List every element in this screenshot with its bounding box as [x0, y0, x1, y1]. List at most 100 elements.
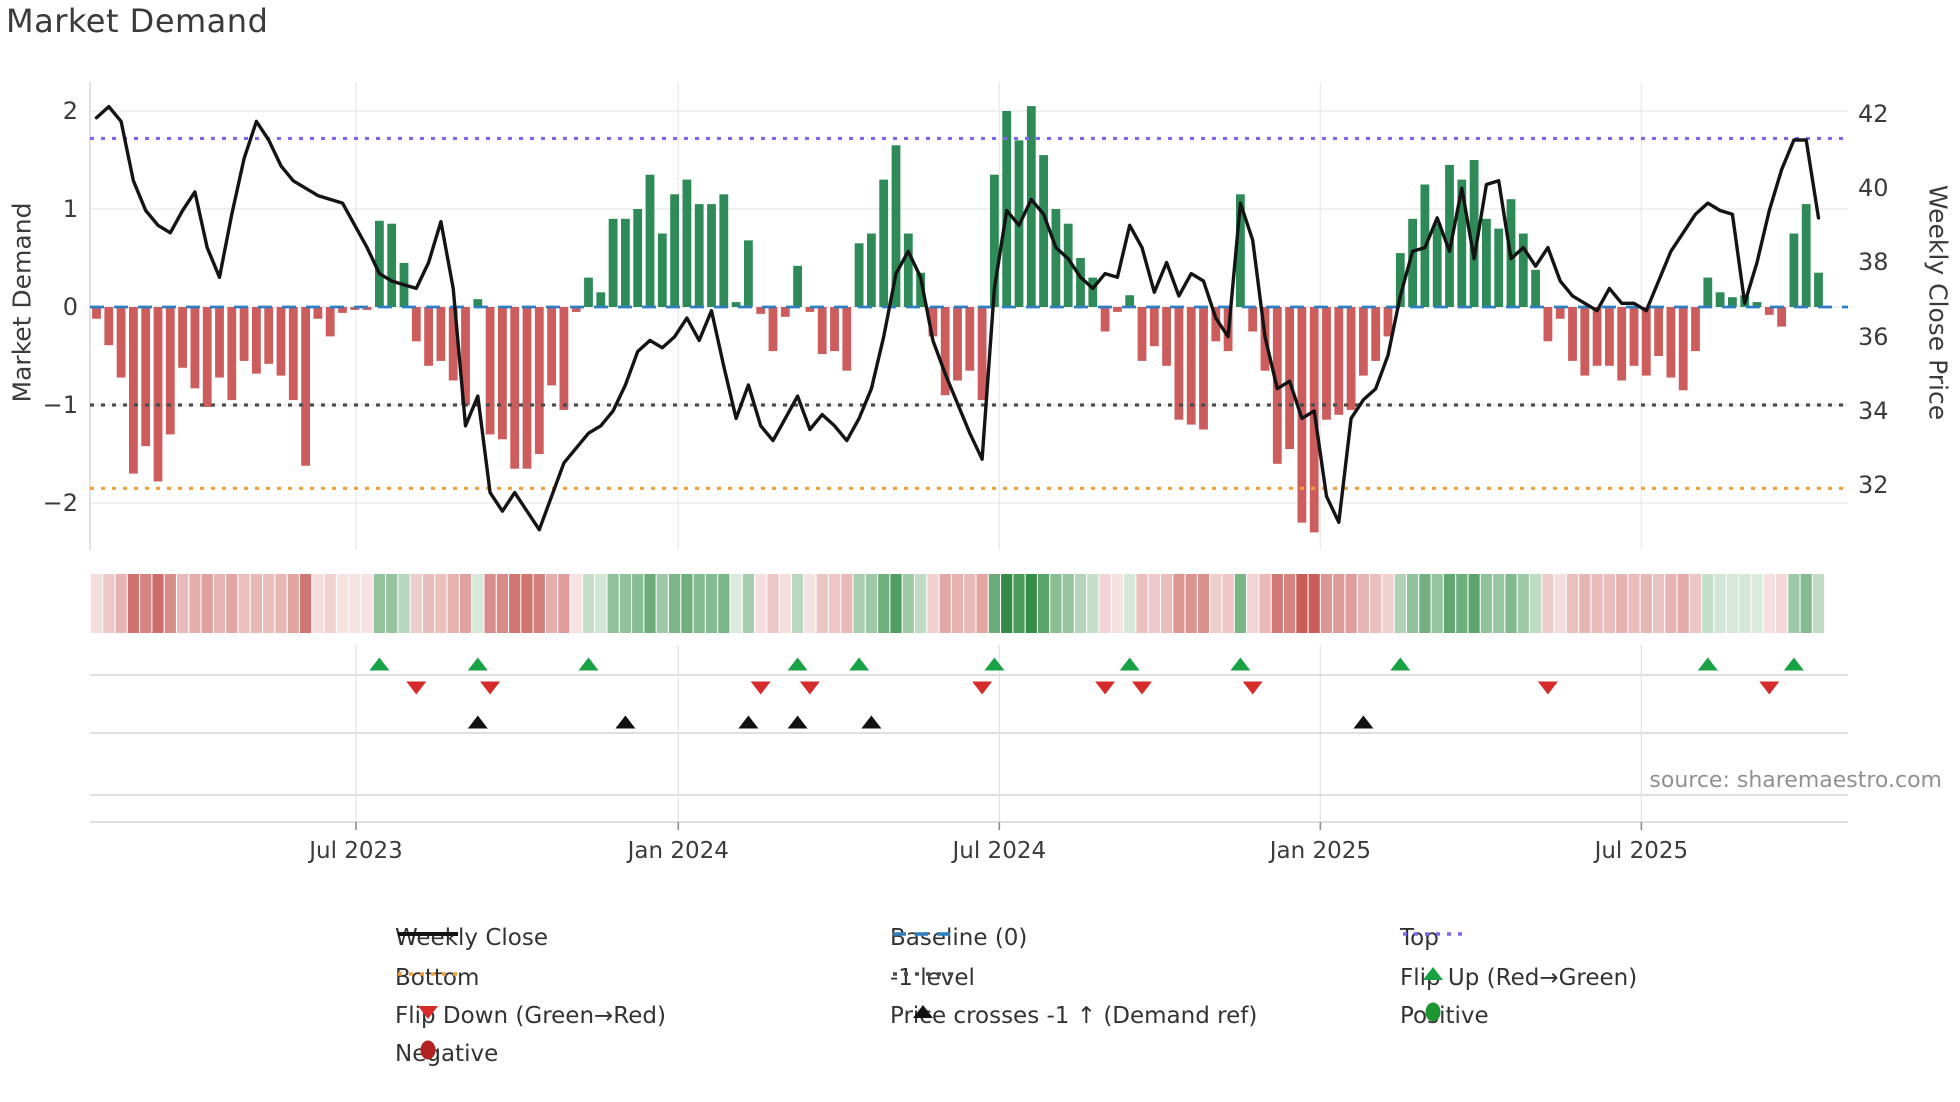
- heatmap-cell: [1333, 574, 1345, 633]
- heatmap-cell: [1665, 574, 1677, 633]
- heatmap-cell: [1173, 574, 1185, 633]
- heatmap-cell: [213, 574, 226, 633]
- demand-bar: [817, 307, 827, 355]
- demand-bar: [953, 307, 962, 381]
- heatmap-cell: [1357, 574, 1369, 633]
- demand-bar: [313, 307, 323, 319]
- demand-bar: [1359, 307, 1368, 376]
- heatmap-cell: [607, 574, 619, 633]
- flip-down-marker: [799, 681, 820, 695]
- demand-bar: [411, 307, 421, 342]
- demand-bar: [1445, 164, 1454, 307]
- demand-bar: [1678, 307, 1688, 391]
- heatmap-cell: [669, 574, 681, 633]
- demand-bar: [510, 307, 520, 469]
- heatmap-cell: [1591, 574, 1603, 633]
- heatmap-cell: [1136, 574, 1148, 633]
- demand-bar: [288, 307, 298, 401]
- heatmap-cell: [423, 574, 435, 633]
- demand-bar: [1113, 307, 1122, 312]
- demand-bar: [1494, 228, 1504, 307]
- demand-bar: [1149, 307, 1159, 347]
- heatmap-cell: [730, 574, 742, 633]
- heatmap-cell: [1763, 574, 1775, 633]
- legend-item-label: Flip Down (Green→Red): [395, 1003, 666, 1029]
- demand-bar: [793, 265, 802, 307]
- flip-down-marker: [1095, 681, 1116, 695]
- price-tick-label: 36: [1858, 322, 1889, 351]
- demand-bar: [1285, 307, 1294, 450]
- heatmap-cell: [1382, 574, 1394, 633]
- demand-bar: [1199, 307, 1208, 430]
- heatmap-cell: [312, 574, 324, 633]
- demand-bar: [1322, 307, 1331, 420]
- demand-tick-label: 2: [62, 97, 78, 125]
- demand-bar: [215, 307, 224, 378]
- heatmap-cell: [189, 574, 201, 633]
- heatmap-cell: [336, 574, 349, 633]
- heatmap-cell: [1407, 574, 1419, 633]
- demand-tick-label: 1: [62, 195, 78, 223]
- demand-bar: [338, 307, 347, 313]
- heatmap-cell: [1812, 574, 1825, 633]
- heatmap-cell: [1210, 574, 1222, 633]
- flip-down-marker: [406, 681, 427, 695]
- heatmap-cell: [841, 574, 853, 633]
- heatmap-cell: [988, 574, 1000, 633]
- demand-bar: [1457, 179, 1467, 307]
- demand-bar: [608, 218, 618, 307]
- heatmap-cell: [386, 574, 398, 633]
- heatmap-cell: [263, 574, 275, 633]
- demand-bar: [362, 307, 372, 310]
- legend-item-label: Weekly Close: [395, 925, 548, 951]
- heatmap-cell: [1505, 574, 1517, 633]
- heatmap-cell: [398, 574, 410, 633]
- demand-bar: [1076, 258, 1085, 307]
- flip-down-marker: [1537, 681, 1558, 695]
- heatmap-cell: [1197, 574, 1210, 633]
- flip-down-marker: [750, 681, 771, 695]
- demand-bar: [301, 307, 310, 466]
- heatmap-cell: [1776, 574, 1788, 633]
- flip-down-marker: [1132, 681, 1152, 695]
- heatmap-cell: [1099, 574, 1111, 633]
- demand-bar: [202, 307, 212, 407]
- heatmap-cell: [816, 574, 828, 633]
- demand-bar: [1752, 302, 1762, 307]
- reference-lines: [90, 136, 1848, 490]
- legend-swatch-circle-icon: [420, 1040, 436, 1060]
- legend-item-label: Bottom: [395, 965, 480, 991]
- legend-swatch-tri-up-icon: [1423, 967, 1443, 980]
- heatmap-cell: [1566, 574, 1579, 633]
- heatmap-cell: [595, 574, 607, 633]
- heatmap-cell: [1320, 574, 1333, 633]
- heatmap-cell: [804, 574, 816, 633]
- heatmap-cell: [1677, 574, 1689, 633]
- demand-bar: [1026, 106, 1036, 307]
- heatmap-cell: [644, 574, 656, 633]
- heatmap-cell: [373, 574, 385, 633]
- demand-bar: [1248, 307, 1258, 332]
- heatmap-cell: [865, 574, 877, 633]
- heatmap-cell: [435, 574, 447, 633]
- legend-item-label: Negative: [395, 1041, 499, 1067]
- demand-bar: [1174, 307, 1184, 420]
- demand-bar: [1814, 272, 1823, 307]
- heatmap-cell: [718, 574, 730, 633]
- heatmap-cell: [472, 574, 484, 633]
- demand-bar: [1617, 307, 1627, 381]
- heatmap-cell: [459, 574, 472, 633]
- demand-bar: [461, 307, 470, 405]
- heatmap-cell: [349, 574, 361, 633]
- heatmap-cell: [484, 574, 496, 633]
- legend-item: Price crosses -1 ↑ (Demand ref): [890, 1001, 1257, 1031]
- demand-bar: [657, 233, 667, 307]
- flip-up-marker: [578, 657, 599, 671]
- heatmap-cell: [1530, 574, 1542, 633]
- demand-bar: [1715, 292, 1725, 307]
- page-title: Market Demand: [6, 2, 269, 40]
- heatmap-cell: [275, 574, 287, 633]
- heatmap-cell: [1025, 574, 1037, 633]
- heatmap-cell: [287, 574, 299, 633]
